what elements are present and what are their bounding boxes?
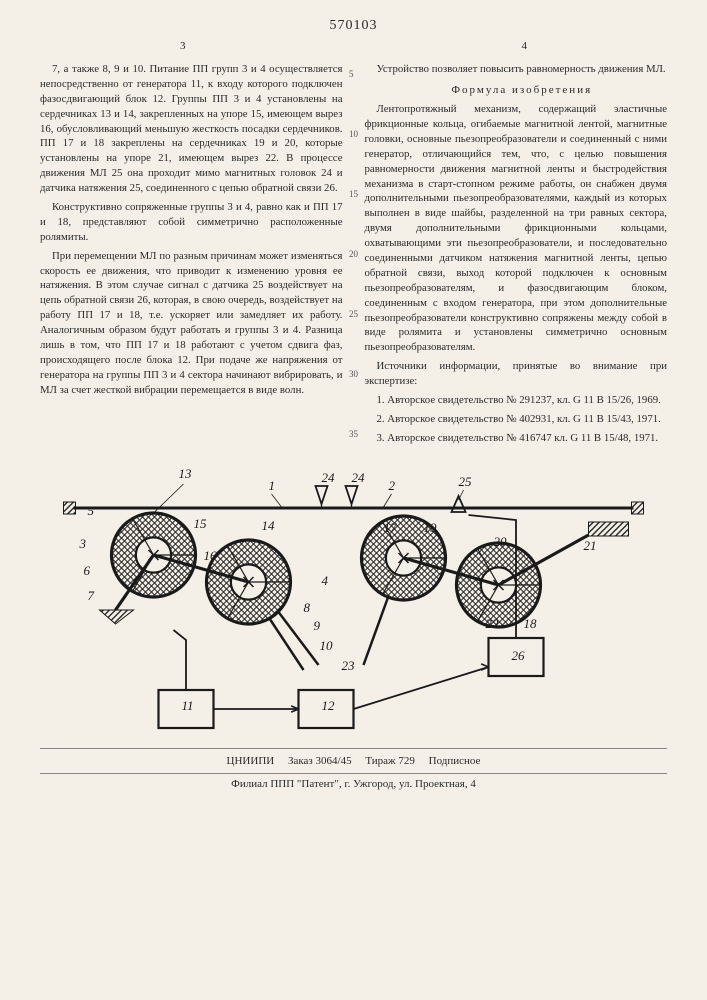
svg-text:24: 24 — [352, 470, 366, 485]
source-item: 3. Авторское свидетельство № 416747 кл. … — [365, 431, 668, 446]
svg-text:14: 14 — [262, 518, 276, 533]
svg-text:23: 23 — [342, 658, 356, 673]
intro-paragraph: Устройство позволяет повысить равномерно… — [365, 62, 668, 77]
line-marker: 35 — [349, 430, 358, 439]
claims-body: Лентопротяжный механизм, содержащий элас… — [365, 102, 668, 355]
svg-text:6: 6 — [84, 563, 91, 578]
footer-line-2: Филиал ППП "Патент", г. Ужгород, ул. Про… — [40, 773, 667, 790]
svg-text:22: 22 — [486, 616, 500, 631]
patent-page: 570103 3 4 5 10 15 20 25 30 35 7, а такж… — [0, 0, 707, 1000]
imprint-footer: ЦНИИПИ Заказ 3064/45 Тираж 729 Подписное… — [40, 748, 667, 790]
svg-text:11: 11 — [182, 698, 194, 713]
svg-text:12: 12 — [322, 698, 336, 713]
svg-text:20: 20 — [494, 534, 508, 549]
svg-text:21: 21 — [584, 538, 597, 553]
svg-text:13: 13 — [179, 466, 193, 481]
publisher: ЦНИИПИ — [227, 755, 275, 767]
svg-text:17: 17 — [384, 520, 398, 535]
order-number: Заказ 3064/45 — [288, 755, 352, 767]
svg-text:16: 16 — [204, 548, 218, 563]
sources-heading: Источники информации, принятые во вниман… — [365, 359, 668, 389]
svg-text:3: 3 — [79, 536, 87, 551]
line-marker: 30 — [349, 370, 358, 379]
right-column: Устройство позволяет повысить равномерно… — [365, 62, 668, 450]
line-number-gutter: 5 10 15 20 25 30 35 — [349, 70, 358, 490]
svg-text:18: 18 — [524, 616, 538, 631]
svg-text:26: 26 — [512, 648, 526, 663]
line-marker: 5 — [349, 70, 358, 79]
column-number-right: 4 — [522, 40, 528, 52]
line-marker: 10 — [349, 130, 358, 139]
document-number: 570103 — [40, 18, 667, 34]
svg-text:8: 8 — [304, 600, 311, 615]
svg-text:15: 15 — [194, 516, 208, 531]
patent-figure: 1234567891011121314151617181920212223252… — [40, 460, 667, 740]
svg-text:25: 25 — [459, 474, 473, 489]
source-item: 1. Авторское свидетельство № 291237, кл.… — [365, 393, 668, 408]
svg-text:1: 1 — [269, 478, 276, 493]
line-marker: 20 — [349, 250, 358, 259]
svg-text:2: 2 — [389, 478, 396, 493]
svg-text:7: 7 — [88, 588, 95, 603]
paragraph: 7, а также 8, 9 и 10. Питание ПП групп 3… — [40, 62, 343, 196]
svg-text:4: 4 — [322, 573, 329, 588]
subscription: Подписное — [429, 755, 481, 767]
line-marker: 25 — [349, 310, 358, 319]
claims-heading: Формула изобретения — [365, 83, 668, 98]
line-marker: 15 — [349, 190, 358, 199]
svg-text:10: 10 — [320, 638, 334, 653]
svg-text:24: 24 — [322, 470, 336, 485]
svg-text:9: 9 — [314, 618, 321, 633]
print-run: Тираж 729 — [365, 755, 415, 767]
svg-text:5: 5 — [88, 503, 95, 518]
source-item: 2. Авторское свидетельство № 402931, кл.… — [365, 412, 668, 427]
left-column: 7, а также 8, 9 и 10. Питание ПП групп 3… — [40, 62, 343, 450]
column-number-left: 3 — [180, 40, 186, 52]
paragraph: Конструктивно сопряженные группы 3 и 4, … — [40, 200, 343, 245]
svg-text:19: 19 — [424, 520, 438, 535]
paragraph: При перемещении МЛ по разным причинам мо… — [40, 249, 343, 398]
footer-line-1: ЦНИИПИ Заказ 3064/45 Тираж 729 Подписное — [40, 755, 667, 767]
